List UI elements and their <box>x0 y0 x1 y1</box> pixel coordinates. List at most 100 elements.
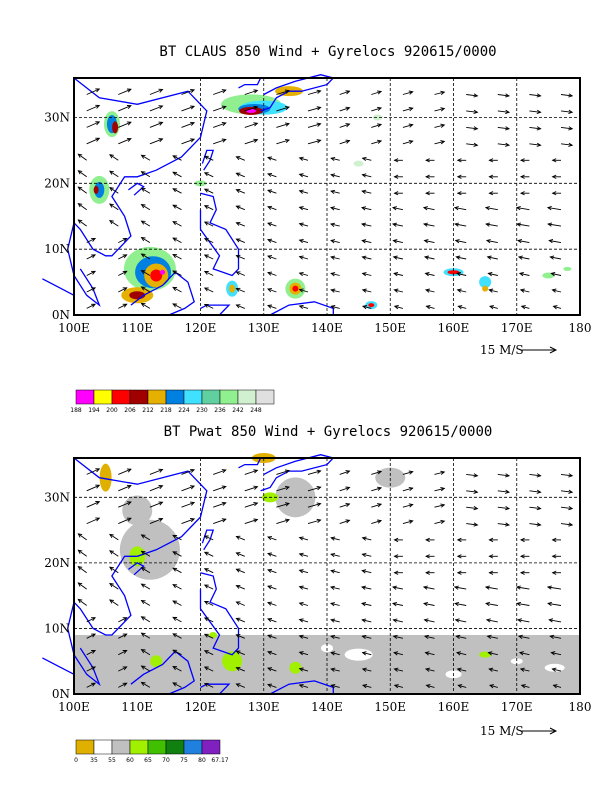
wind-arrowhead <box>473 506 479 511</box>
y-tick-label: 0N <box>52 687 70 701</box>
wind-arrowhead <box>140 599 146 605</box>
wind-arrow <box>551 272 562 276</box>
wind-arrowhead <box>253 138 259 143</box>
wind-arrowhead <box>422 206 428 211</box>
wind-arrow <box>141 567 151 574</box>
wind-arrowhead <box>329 602 335 607</box>
wind-arrowhead <box>487 651 493 656</box>
wind-arrowhead <box>485 222 491 227</box>
wind-arrowhead <box>550 272 556 277</box>
wind-arrowhead <box>91 303 97 308</box>
wind-arrowhead <box>267 552 273 557</box>
wind-arrow <box>86 88 100 95</box>
wind-arrowhead <box>568 522 574 527</box>
wind-arrowhead <box>235 271 241 276</box>
wind-arrowhead <box>377 90 383 95</box>
y-tick-label: 10N <box>44 242 70 256</box>
wind-arrowhead <box>203 155 209 160</box>
wind-arrow <box>529 110 541 113</box>
wind-arrow <box>339 487 350 492</box>
wind-arrow <box>213 469 226 475</box>
wind-arrow <box>339 140 350 145</box>
wind-arrowhead <box>298 569 304 574</box>
wind-arrow <box>299 272 309 276</box>
wind-arrowhead <box>140 681 146 686</box>
wind-arrowhead <box>235 634 241 639</box>
wind-arrow <box>181 89 195 95</box>
wind-arrowhead <box>536 93 542 98</box>
wind-arrowhead <box>203 551 209 556</box>
wind-arrow <box>78 153 87 161</box>
wind-arrow <box>519 272 530 276</box>
wind-arrow <box>299 602 309 606</box>
wind-arrowhead <box>408 470 414 475</box>
wind-arrow <box>548 602 562 606</box>
x-tick-label: 160E <box>438 700 470 714</box>
wind-arrow <box>299 173 309 178</box>
wind-arrow <box>267 618 277 623</box>
wind-arrow <box>552 668 562 672</box>
legend-swatch <box>255 389 275 405</box>
wind-arrowhead <box>172 600 178 605</box>
wind-arrowhead <box>330 634 336 640</box>
wind-arrow <box>331 652 340 656</box>
wind-arrowhead <box>235 535 241 540</box>
wind-arrowhead <box>456 158 462 163</box>
wind-arrow <box>149 121 163 128</box>
wind-arrowhead <box>203 287 209 292</box>
wind-arrowhead <box>329 222 335 227</box>
panel-1-scale-arrowhead <box>549 346 558 354</box>
wind-arrow <box>149 485 163 492</box>
wind-arrow <box>118 287 127 293</box>
wind-arrow <box>371 520 382 525</box>
wind-arrow <box>307 470 321 475</box>
wind-arrowhead <box>140 286 146 291</box>
wind-arrowhead <box>361 255 367 260</box>
wind-arrow <box>331 272 340 276</box>
wind-arrow <box>267 651 277 656</box>
wind-arrow <box>236 255 245 260</box>
wind-arrow <box>86 237 96 244</box>
wind-arrow <box>521 684 530 688</box>
wind-arrow <box>485 207 498 211</box>
wind-arrow <box>362 256 372 260</box>
wind-arrowhead <box>203 568 209 573</box>
shaded-region <box>99 463 112 492</box>
wind-arrowhead <box>140 302 146 307</box>
legend-label: 242 <box>232 407 244 414</box>
wind-arrow <box>244 122 258 128</box>
wind-arrow <box>516 586 530 590</box>
wind-arrow <box>486 619 498 623</box>
wind-arrow <box>307 123 321 128</box>
wind-arrow <box>267 552 277 557</box>
x-tick-label: 120E <box>185 321 217 335</box>
wind-arrow <box>141 154 151 161</box>
wind-arrow <box>520 668 530 672</box>
wind-arrow <box>299 239 309 244</box>
wind-arrowhead <box>77 219 83 224</box>
wind-arrowhead <box>298 552 304 557</box>
wind-arrow <box>299 305 309 309</box>
wind-arrowhead <box>316 502 322 507</box>
wind-arrow <box>236 568 245 574</box>
wind-arrowhead <box>190 138 196 143</box>
wind-arrow <box>267 206 277 211</box>
wind-arrowhead <box>253 469 259 474</box>
wind-arrow <box>560 126 573 130</box>
panel-2-map: 100E 110E 120E 130E 140E 150E 160E 170E 180 0N 10N… <box>42 453 591 714</box>
wind-arrow <box>486 223 498 227</box>
wind-arrow <box>299 586 309 590</box>
wind-arrowhead <box>377 470 383 475</box>
wind-arrowhead <box>345 502 351 508</box>
wind-arrowhead <box>190 88 196 94</box>
wind-arrowhead <box>568 142 574 147</box>
wind-arrow <box>236 304 245 309</box>
wind-arrowhead <box>284 106 290 111</box>
wind-arrowhead <box>203 682 209 687</box>
legend-label: 230 <box>196 407 208 414</box>
wind-arrow <box>109 566 119 574</box>
wind-arrow <box>521 305 530 309</box>
wind-arrowhead <box>488 570 494 575</box>
wind-arrowhead <box>221 501 227 506</box>
wind-arrowhead <box>361 634 367 640</box>
